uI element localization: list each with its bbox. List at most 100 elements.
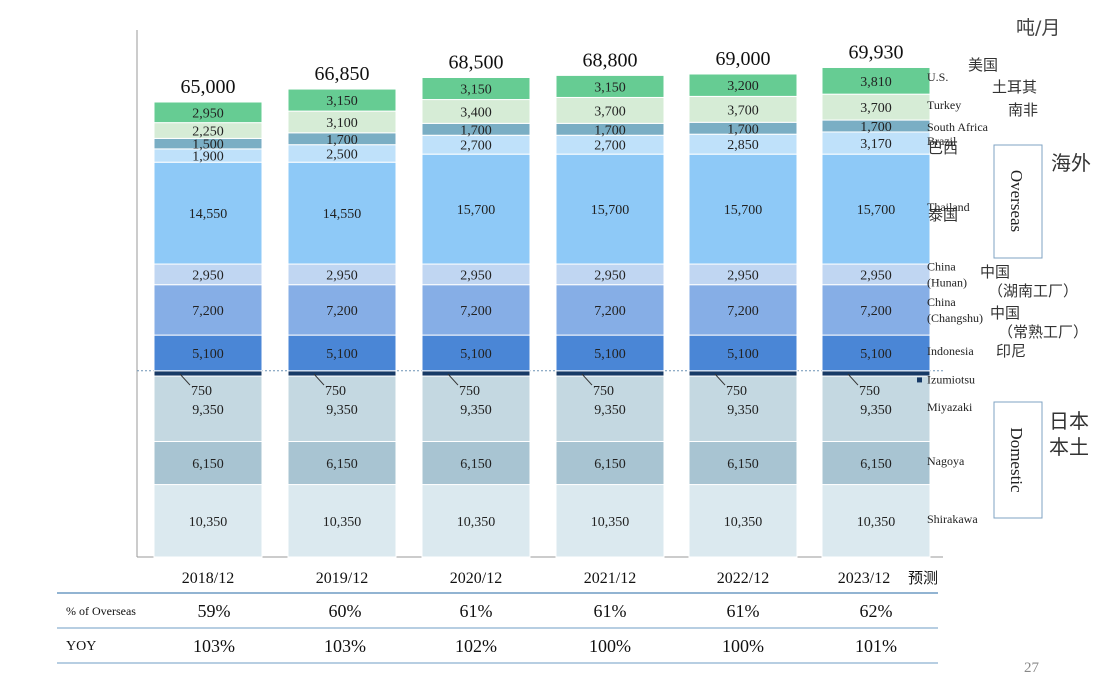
data-label: 10,350 xyxy=(323,515,362,530)
bar-segment-u-s--4 xyxy=(688,73,798,97)
category-label: 2018/12 xyxy=(182,570,234,587)
data-label: 3,170 xyxy=(860,137,892,152)
leader-line xyxy=(847,373,859,386)
legend-swatch-miyazaki xyxy=(917,404,922,410)
bar-segment-shirakawa-3 xyxy=(555,484,665,558)
legend-cn-china-hunan--sub: （湖南工厂） xyxy=(988,282,1078,300)
data-label: 7,200 xyxy=(727,304,759,319)
table-cell: 100% xyxy=(722,636,764,656)
legend-label-south-africa: South Africa xyxy=(927,120,989,134)
data-label: 1,700 xyxy=(460,123,492,138)
domestic-cn-label-1: 日本 xyxy=(1049,409,1089,433)
bar-segment-china-changshu--0 xyxy=(153,284,263,336)
data-label: 1,900 xyxy=(192,150,224,165)
table-cell: 103% xyxy=(193,636,235,656)
bar-segment-indonesia-0 xyxy=(153,334,263,372)
bar-segment-miyazaki-0 xyxy=(153,375,263,442)
unit-label: 吨/月 xyxy=(1016,17,1060,39)
data-label: 14,550 xyxy=(189,207,228,222)
bar-segment-china-changshu--2 xyxy=(421,284,531,336)
legend-label-china-hunan--sub: (Hunan) xyxy=(927,275,967,289)
data-label: 3,150 xyxy=(594,80,626,95)
data-label: 15,700 xyxy=(857,203,896,218)
data-label: 6,150 xyxy=(860,457,892,472)
bar-segment-miyazaki-4 xyxy=(688,375,798,442)
data-label: 15,700 xyxy=(457,203,496,218)
data-label: 10,350 xyxy=(457,515,496,530)
bar-segment-izumiotsu-0 xyxy=(153,370,263,377)
data-label: 2,950 xyxy=(192,268,224,283)
data-label: 3,700 xyxy=(594,104,626,119)
table-row-label: % of Overseas xyxy=(66,604,136,618)
legend-cn-turkey: 土耳其 xyxy=(992,78,1037,96)
bar-segment-thailand-3 xyxy=(555,153,665,265)
table-cell: 61% xyxy=(460,601,493,621)
bar-segment-miyazaki-3 xyxy=(555,375,665,442)
data-label: 1,700 xyxy=(326,133,358,148)
data-label: 2,950 xyxy=(594,268,626,283)
legend-swatch-thailand xyxy=(917,205,922,211)
data-label: 5,100 xyxy=(594,347,626,362)
data-label: 750 xyxy=(459,384,480,399)
data-label: 2,950 xyxy=(460,268,492,283)
overseas-box xyxy=(993,144,1043,259)
bar-segment-china-changshu--4 xyxy=(688,284,798,336)
data-label: 2,500 xyxy=(326,147,358,162)
data-label: 3,700 xyxy=(860,101,892,116)
legend-cn-brazil: 巴西 xyxy=(928,139,958,157)
data-label: 2,250 xyxy=(192,125,224,140)
category-note: 预测 xyxy=(908,569,938,587)
data-label: 1,700 xyxy=(860,120,892,135)
data-label: 6,150 xyxy=(594,457,626,472)
data-label: 3,150 xyxy=(326,94,358,109)
bar-segment-nagoya-2 xyxy=(421,441,531,486)
bar-segment-shirakawa-2 xyxy=(421,484,531,558)
legend-label-china-changshu--sub: (Changshu) xyxy=(927,311,983,325)
bar-segment-china-changshu--5 xyxy=(821,284,931,336)
legend-swatch-shirakawa xyxy=(917,516,922,522)
legend-cn-u-s-: 美国 xyxy=(968,56,998,74)
data-label: 7,200 xyxy=(192,304,224,319)
bar-segment-thailand-4 xyxy=(688,153,798,265)
legend-cn-thailand: 泰国 xyxy=(928,206,958,224)
bar-segment-thailand-2 xyxy=(421,153,531,265)
legend-swatch-turkey xyxy=(917,103,922,109)
bar-segment-u-s--2 xyxy=(421,77,531,101)
data-label: 6,150 xyxy=(460,457,492,472)
data-label: 2,950 xyxy=(326,268,358,283)
category-label: 2021/12 xyxy=(584,570,636,587)
data-label: 6,150 xyxy=(727,457,759,472)
bar-segment-indonesia-1 xyxy=(287,334,397,372)
data-label: 5,100 xyxy=(326,347,358,362)
data-label: 9,350 xyxy=(460,403,492,418)
data-label: 15,700 xyxy=(724,203,763,218)
table-cell: 102% xyxy=(455,636,497,656)
bar-segment-indonesia-4 xyxy=(688,334,798,372)
bar-segment-izumiotsu-1 xyxy=(287,370,397,377)
table-cell: 101% xyxy=(855,636,897,656)
leader-line xyxy=(313,373,325,386)
total-label: 66,850 xyxy=(315,63,370,85)
legend-label-u-s-: U.S. xyxy=(927,70,948,84)
legend-label-miyazaki: Miyazaki xyxy=(927,400,973,414)
legend-cn-south-africa: 南非 xyxy=(1008,101,1038,119)
bar-segment-thailand-5 xyxy=(821,153,931,265)
legend-cn-china-changshu-: 中国 xyxy=(990,304,1020,322)
data-label: 3,400 xyxy=(460,105,492,120)
data-label: 1,700 xyxy=(594,123,626,138)
bar-segment-shirakawa-1 xyxy=(287,484,397,558)
category-label: 2023/12 xyxy=(838,570,890,587)
data-label: 750 xyxy=(593,384,614,399)
data-label: 3,100 xyxy=(326,116,358,131)
data-label: 9,350 xyxy=(326,403,358,418)
bar-segment-u-s--5 xyxy=(821,66,931,95)
data-label: 9,350 xyxy=(727,403,759,418)
data-label: 5,100 xyxy=(727,347,759,362)
data-label: 1,700 xyxy=(727,122,759,137)
legend-swatch-u-s- xyxy=(917,74,922,80)
bar-segment-izumiotsu-4 xyxy=(688,370,798,377)
data-label: 10,350 xyxy=(189,515,228,530)
legend-label-thailand: Thailand xyxy=(927,200,970,214)
